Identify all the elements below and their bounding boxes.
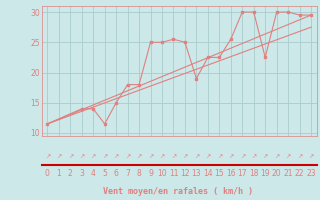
Text: ↗: ↗ — [148, 154, 153, 160]
Text: ↗: ↗ — [263, 154, 268, 160]
Text: 14: 14 — [203, 168, 213, 178]
Text: 21: 21 — [284, 168, 293, 178]
Text: 12: 12 — [180, 168, 190, 178]
Text: 9: 9 — [148, 168, 153, 178]
Text: ↗: ↗ — [79, 154, 84, 160]
Text: ↗: ↗ — [56, 154, 61, 160]
Text: ↗: ↗ — [91, 154, 96, 160]
Text: ↗: ↗ — [114, 154, 119, 160]
Text: ↗: ↗ — [285, 154, 291, 160]
Text: 0: 0 — [45, 168, 50, 178]
Text: 10: 10 — [157, 168, 167, 178]
Text: 3: 3 — [79, 168, 84, 178]
Text: 2: 2 — [68, 168, 73, 178]
Text: 23: 23 — [306, 168, 316, 178]
Text: 17: 17 — [237, 168, 247, 178]
Text: 18: 18 — [249, 168, 259, 178]
Text: 4: 4 — [91, 168, 96, 178]
Text: ↗: ↗ — [182, 154, 188, 160]
Text: ↗: ↗ — [45, 154, 50, 160]
Text: ↗: ↗ — [297, 154, 302, 160]
Text: ↗: ↗ — [159, 154, 164, 160]
Text: ↗: ↗ — [125, 154, 130, 160]
Text: ↗: ↗ — [274, 154, 279, 160]
Text: 8: 8 — [137, 168, 141, 178]
Text: ↗: ↗ — [205, 154, 211, 160]
Text: ↗: ↗ — [217, 154, 222, 160]
Text: ↗: ↗ — [68, 154, 73, 160]
Text: ↗: ↗ — [251, 154, 256, 160]
Text: ↗: ↗ — [308, 154, 314, 160]
Text: 16: 16 — [226, 168, 236, 178]
Text: 5: 5 — [102, 168, 107, 178]
Text: 20: 20 — [272, 168, 282, 178]
Text: 6: 6 — [114, 168, 119, 178]
Text: 19: 19 — [260, 168, 270, 178]
Text: 7: 7 — [125, 168, 130, 178]
Text: 1: 1 — [56, 168, 61, 178]
Text: 22: 22 — [295, 168, 304, 178]
Text: ↗: ↗ — [194, 154, 199, 160]
Text: ↗: ↗ — [228, 154, 233, 160]
Text: 13: 13 — [192, 168, 201, 178]
Text: ↗: ↗ — [102, 154, 107, 160]
Text: Vent moyen/en rafales ( km/h ): Vent moyen/en rafales ( km/h ) — [103, 188, 252, 196]
Text: 11: 11 — [169, 168, 178, 178]
Text: ↗: ↗ — [240, 154, 245, 160]
Text: ↗: ↗ — [136, 154, 142, 160]
Text: ↗: ↗ — [171, 154, 176, 160]
Text: 15: 15 — [214, 168, 224, 178]
